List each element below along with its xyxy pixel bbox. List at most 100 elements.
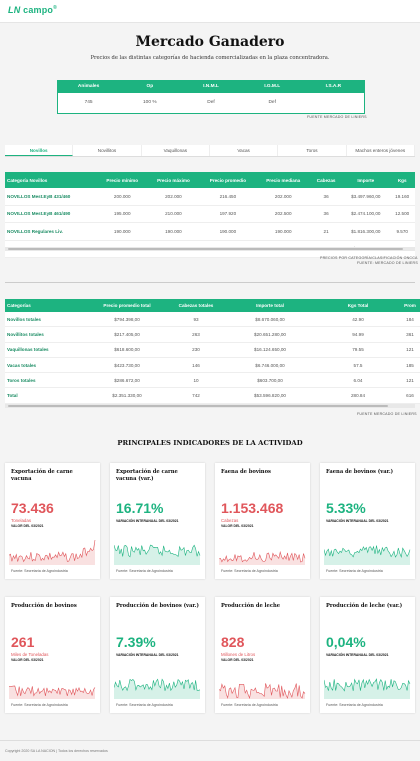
cell: 197.920 [199,205,257,223]
indicator-card-faena-bovinos-var[interactable]: Faena de bovinos (var.) 5.33% VARIACIÓN IN… [320,463,415,579]
sparkline-line [324,545,411,558]
card-value: 828 [221,634,245,650]
card-date: VALOR DEL 03/2021 [11,658,44,662]
sparkline-chart [324,678,411,699]
tab-novillos[interactable]: Novillos [5,145,74,156]
card-unit: VARIACIÓN INTERANUAL DEL 03/2021 [116,653,179,657]
col-importe-total[interactable]: Importe total [219,299,321,312]
sparkline-chart [324,545,411,565]
sparkline-line [219,550,306,563]
sparkline-line [114,544,201,558]
novillos-table-scrollbar[interactable] [5,247,415,251]
tab-vacas[interactable]: Vacas [210,145,279,156]
cell: 93 [173,312,219,328]
cell: 230 [173,342,219,358]
indicator-card-exportacion-carne-var[interactable]: Exportación de carne vacuna (var.) 16.71%… [110,463,205,579]
cell: 200.000 [97,188,148,206]
col-promedio[interactable]: Prom [395,299,420,312]
card-source: Fuente: Secretaría de Agroindustria [326,703,383,707]
sparkline-area [114,679,200,699]
card-value: 261 [11,634,35,650]
col-precio-minimo[interactable]: Precio mínimo [97,172,148,188]
table-row: NOVILLOS Mest.EyB 431/460 200.000 202.00… [5,188,415,206]
summary-value-isar [303,93,364,113]
sparkline-area [114,545,200,565]
cell: 190.000 [199,222,257,241]
col-precio-promedio-total[interactable]: Precio promedio total [81,299,173,312]
cell: 42.90 [321,312,395,328]
cell: $1.816.300,00 [342,222,390,241]
cell: 21 [310,222,343,241]
cell: 195.000 [97,205,148,223]
col-kgs-total[interactable]: Kgs Total [321,299,395,312]
card-value: 1.153.468 [221,500,284,516]
cell: 202.000 [147,188,200,206]
col-categoria[interactable]: Categoría Novillos [5,172,97,188]
cell: $2.474.100,00 [342,205,390,223]
table-row: Vacas totales $423.730,00 146 $6.746.000… [5,357,420,374]
sparkline-chart [114,678,201,699]
card-title: Producción de bovinos [11,603,77,609]
cell: $423.730,00 [81,357,173,374]
col-cabezas[interactable]: Cabezas [310,172,343,188]
category-tabs: Novillos Novillitos Vaquillonas Vacas To… [5,145,415,157]
table-row: Novillos totales $794.398,00 93 $8.670.0… [5,312,420,328]
col-precio-maximo[interactable]: Precio máximo [147,172,200,188]
tab-toros[interactable]: Toros [278,145,347,156]
tab-vaquillonas[interactable]: Vaquillonas [142,145,210,156]
totals-source: FUENTE MERCADO DE LINIERS [357,412,417,416]
cell: $794.398,00 [81,312,173,328]
sparkline-line [324,678,411,692]
footer-divider [0,740,420,741]
cell: $603.700,00 [219,372,321,389]
indicator-card-produccion-bovinos[interactable]: Producción de bovinos 261 Miles de Tonelad… [5,597,100,713]
col-importe[interactable]: Importe [342,172,390,188]
indicator-card-produccion-leche-var[interactable]: Producción de leche (var.) 0,04% VARIACIÓN… [320,597,415,713]
cell: $2.351.330,00 [81,387,173,404]
cell: 36 [310,188,343,206]
table-row: NOVILLOS Mest.EyB 461/490 195.000 210.00… [5,205,415,223]
scrollbar-thumb[interactable] [8,405,388,407]
totals-table: Categorías Precio promedio total Cabezas… [5,299,420,404]
scrollbar-thumb[interactable] [8,248,403,250]
card-value: 73.436 [11,500,54,516]
novillos-table-header: Categoría Novillos Precio mínimo Precio … [5,172,415,188]
col-kgs[interactable]: Kgs [389,172,415,188]
col-precio-promedio[interactable]: Precio promedio [199,172,257,188]
card-title: Faena de bovinos [221,469,271,475]
card-unit: Cabezas [221,518,239,523]
cell-category: Vacas totales [5,357,81,374]
page-subtitle: Precios de las distintas categorías de h… [90,55,330,61]
cell-category: Novillos totales [5,312,81,328]
cell-category: Vaquillonas totales [5,342,81,358]
indicator-card-exportacion-carne[interactable]: Exportación de carne vacuna 73.436 Tonelad… [5,463,100,579]
sparkline-line [9,685,96,697]
sparkline-line [114,678,201,692]
card-title: Producción de bovinos (var.) [116,603,199,609]
summary-values: 745 100 % Def Def [58,93,364,113]
indicator-card-faena-bovinos[interactable]: Faena de bovinos 1.153.468 Cabezas VALOR DE… [215,463,310,579]
summary-value-igml: Def [268,100,276,105]
col-cabezas-totales[interactable]: Cabezas totales [173,299,219,312]
cell: 210.000 [147,205,200,223]
summary-table: Animales Op I.N.M.L I.G.M.L I.S.A.R 745 … [57,80,365,114]
totals-table-scrollbar[interactable] [5,404,415,408]
cell: $8.670.060,00 [219,312,321,328]
indicators-title: PRINCIPALES INDICADORES DE LA ACTIVIDAD [117,439,303,447]
lncampo-logo[interactable]: LN campo® [8,5,57,15]
sparkline-chart [114,544,201,565]
cell: 190.000 [256,222,311,241]
card-value: 5.33% [326,500,366,516]
tab-novillitos[interactable]: Novillitos [73,145,142,156]
col-precio-mediana[interactable]: Precio mediana [256,172,311,188]
cell: 12.500 [389,205,415,223]
logo-ln: LN [8,5,21,15]
card-title: Exportación de carne vacuna (var.) [116,469,178,482]
sparkline-chart [219,550,306,565]
indicator-card-produccion-leche[interactable]: Producción de leche 828 Millones de Litros… [215,597,310,713]
cell-category: NOVILLOS Mest.EyB 461/490 [5,205,97,223]
col-categorias[interactable]: Categorías [5,299,81,312]
summary-source: FUENTE MERCADO DE LINIERS [307,115,367,119]
tab-machos-enteros[interactable]: Machos enteros jóvenes [347,145,415,156]
indicator-card-produccion-bovinos-var[interactable]: Producción de bovinos (var.) 7.39% VARIACI… [110,597,205,713]
